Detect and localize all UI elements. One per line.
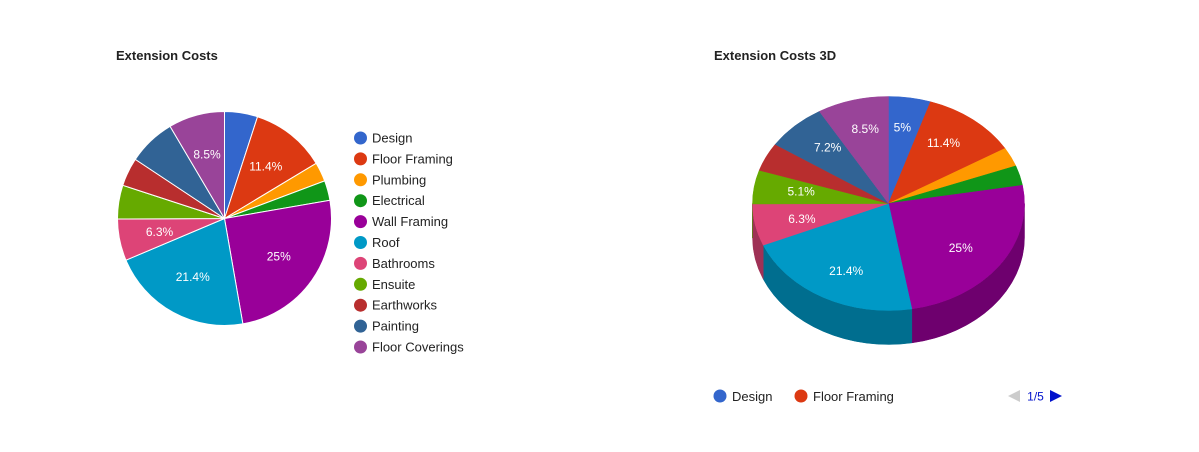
slice-label-roof: 21.4% xyxy=(829,264,863,278)
slice-label-painting: 7.2% xyxy=(814,141,842,155)
legend-item-painting[interactable]: Painting xyxy=(354,319,419,334)
legend-label: Painting xyxy=(372,319,419,334)
legend-marker xyxy=(713,389,727,403)
legend-label: Design xyxy=(372,131,412,146)
legend-marker xyxy=(354,173,367,187)
pie-top: 5% 11.4% 25% 21.4% 6.3% 5.1% 7.2% 8.5% xyxy=(752,96,1025,311)
legend-marker xyxy=(354,298,367,312)
legend-item-ensuite[interactable]: Ensuite xyxy=(354,277,415,292)
legend-marker xyxy=(354,256,367,270)
legend-marker xyxy=(354,194,367,208)
legend-pager: 1/5 xyxy=(1008,390,1062,404)
legend-label: Ensuite xyxy=(372,277,415,292)
slice-label-bathrooms: 6.3% xyxy=(146,225,174,239)
legend: Design Floor Framing 1/5 xyxy=(713,389,1062,404)
slice-label-wall-framing: 25% xyxy=(267,250,291,264)
legend-item-electrical[interactable]: Electrical xyxy=(354,193,425,208)
legend-label: Design xyxy=(732,389,772,404)
legend-label: Electrical xyxy=(372,193,425,208)
legend-label: Floor Coverings xyxy=(372,340,464,355)
slice-label-floor-framing: 11.4% xyxy=(249,160,282,174)
legend-item-plumbing[interactable]: Plumbing xyxy=(354,172,426,187)
legend-label: Floor Framing xyxy=(372,151,453,166)
next-page-icon[interactable] xyxy=(1050,390,1062,402)
slice-label-floor-framing: 11.4% xyxy=(927,136,960,150)
legend-item-design[interactable]: Design xyxy=(713,389,773,404)
slice-label-bathrooms: 6.3% xyxy=(788,212,816,226)
legend-marker xyxy=(354,131,367,145)
slice-floor-coverings[interactable] xyxy=(169,110,225,221)
legend-label: Bathrooms xyxy=(372,256,435,271)
slice-floor-framing[interactable] xyxy=(888,101,1006,205)
legend-item-floor-coverings[interactable]: Floor Coverings xyxy=(354,340,464,355)
slice-floor-framing[interactable] xyxy=(223,116,317,220)
slice-label-wall-framing: 25% xyxy=(949,241,973,255)
legend-item-roof[interactable]: Roof xyxy=(354,235,400,250)
legend-item-floor-framing[interactable]: Floor Framing xyxy=(354,151,453,166)
pie-chart-2d: Extension Costs 11.4% 25% 21.4% 6.3% 8.5% Desi… xyxy=(116,48,464,355)
slice-label-floor-coverings: 8.5% xyxy=(193,148,221,162)
slice-label-roof: 21.4% xyxy=(176,270,210,284)
legend-item-earthworks[interactable]: Earthworks xyxy=(354,298,438,313)
legend-page-indicator: 1/5 xyxy=(1027,390,1044,404)
legend-item-design[interactable]: Design xyxy=(354,131,412,146)
legend-marker xyxy=(354,152,367,166)
legend-label: Wall Framing xyxy=(372,214,448,229)
legend-label: Plumbing xyxy=(372,172,426,187)
slice-roof[interactable] xyxy=(125,217,244,326)
slice-label-ensuite: 5.1% xyxy=(787,185,815,199)
legend-label: Earthworks xyxy=(372,298,438,313)
legend-item-floor-framing[interactable]: Floor Framing xyxy=(794,389,894,404)
chart-title: Extension Costs 3D xyxy=(714,48,836,63)
slice-wall-framing[interactable] xyxy=(888,185,1025,310)
legend-marker xyxy=(354,277,367,291)
legend-item-wall-framing[interactable]: Wall Framing xyxy=(354,214,448,229)
legend-marker xyxy=(354,236,367,249)
slice-label-floor-coverings: 8.5% xyxy=(852,122,880,136)
legend-item-bathrooms[interactable]: Bathrooms xyxy=(354,256,435,271)
legend-marker xyxy=(354,319,367,333)
legend: Design Floor Framing Plumbing Electrical Wal… xyxy=(354,131,464,355)
legend-label: Floor Framing xyxy=(813,389,894,404)
legend-marker xyxy=(794,389,808,403)
legend-label: Roof xyxy=(372,235,400,250)
slice-wall-framing[interactable] xyxy=(223,199,332,325)
slice-label-design: 5% xyxy=(894,120,912,134)
legend-marker xyxy=(354,215,367,229)
chart-title: Extension Costs xyxy=(116,48,218,63)
slice-roof[interactable] xyxy=(762,203,913,311)
legend-marker xyxy=(354,340,367,354)
prev-page-icon[interactable] xyxy=(1008,390,1020,402)
pie-chart-3d: Extension Costs 3D 5% 11.4% 25% 21.4% 6.3% 5.1… xyxy=(713,48,1062,404)
slice-floor-coverings[interactable] xyxy=(818,96,889,205)
